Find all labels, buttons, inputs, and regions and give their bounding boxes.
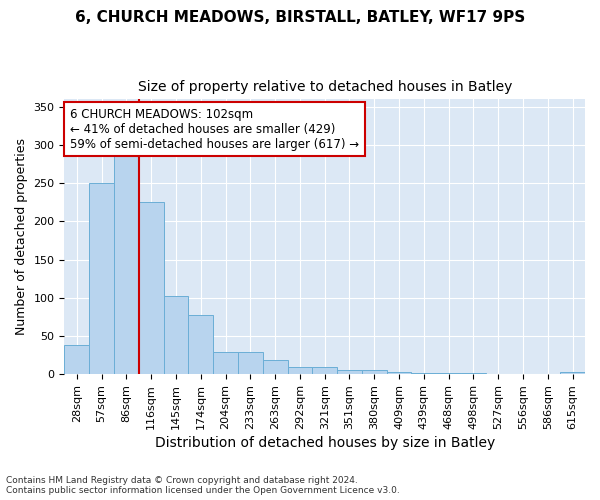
Bar	[337, 370, 362, 374]
Y-axis label: Number of detached properties: Number of detached properties	[15, 138, 28, 336]
Bar	[164, 296, 188, 374]
Bar	[412, 372, 436, 374]
X-axis label: Distribution of detached houses by size in Batley: Distribution of detached houses by size …	[155, 436, 495, 450]
Bar	[386, 372, 412, 374]
Bar	[436, 372, 461, 374]
Bar	[362, 370, 386, 374]
Bar	[263, 360, 287, 374]
Text: 6 CHURCH MEADOWS: 102sqm
← 41% of detached houses are smaller (429)
59% of semi-: 6 CHURCH MEADOWS: 102sqm ← 41% of detach…	[70, 108, 359, 150]
Bar	[287, 366, 313, 374]
Title: Size of property relative to detached houses in Batley: Size of property relative to detached ho…	[137, 80, 512, 94]
Bar	[139, 202, 164, 374]
Text: 6, CHURCH MEADOWS, BIRSTALL, BATLEY, WF17 9PS: 6, CHURCH MEADOWS, BIRSTALL, BATLEY, WF1…	[75, 10, 525, 25]
Text: Contains HM Land Registry data © Crown copyright and database right 2024.
Contai: Contains HM Land Registry data © Crown c…	[6, 476, 400, 495]
Bar	[560, 372, 585, 374]
Bar	[114, 152, 139, 374]
Bar	[188, 314, 213, 374]
Bar	[238, 352, 263, 374]
Bar	[213, 352, 238, 374]
Bar	[89, 184, 114, 374]
Bar	[313, 368, 337, 374]
Bar	[64, 345, 89, 374]
